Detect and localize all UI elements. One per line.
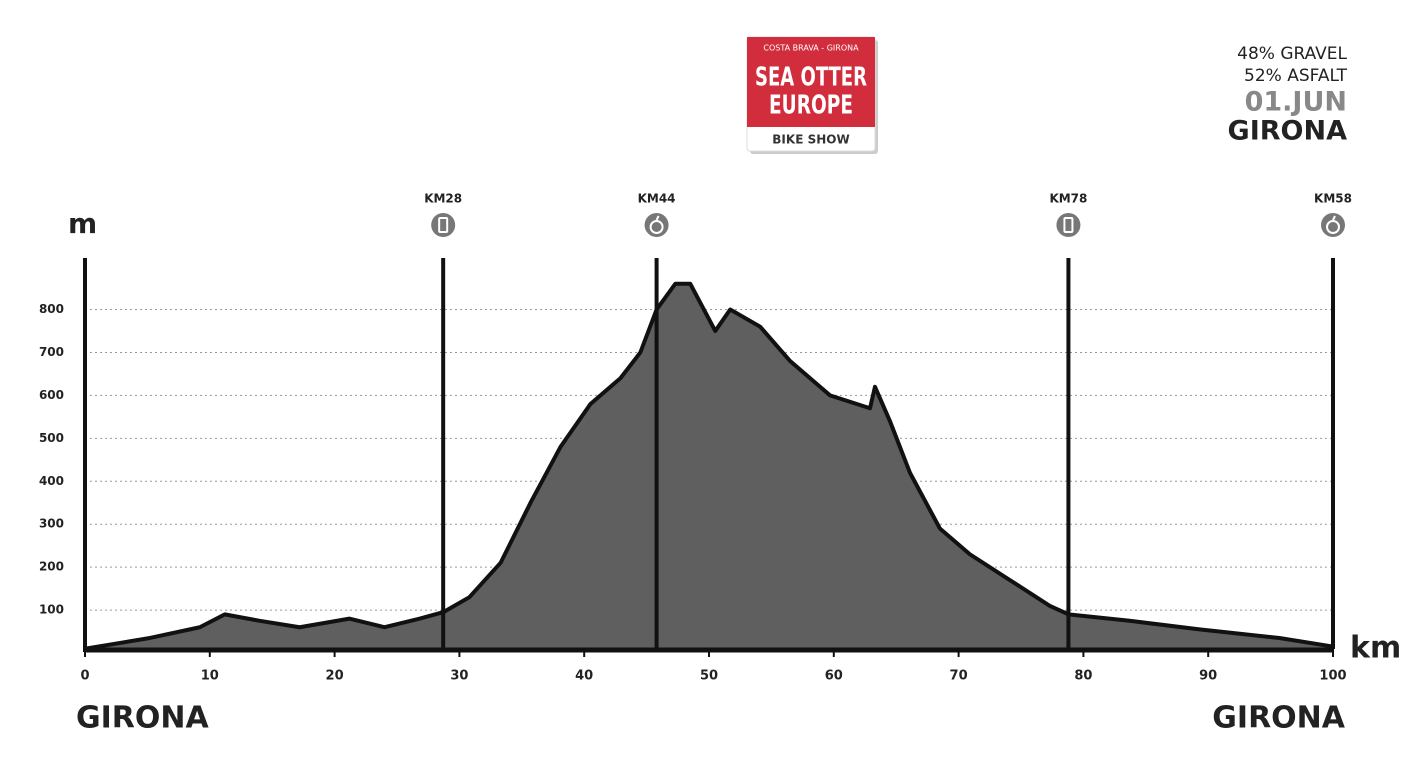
marker-icon <box>431 213 456 237</box>
icon-circle <box>644 213 669 237</box>
x-tick-label: 0 <box>80 669 89 684</box>
icon-food <box>1326 220 1340 234</box>
logo-red <box>747 37 875 127</box>
y-tick-label: 300 <box>39 517 64 531</box>
icon-drink <box>438 217 449 233</box>
icon-circle <box>1321 213 1345 237</box>
marker-label: KM78 <box>1049 192 1087 206</box>
marker-label: KM44 <box>638 192 676 206</box>
y-tick-label: 200 <box>39 560 64 574</box>
logo-bottom: BIKE SHOW <box>772 133 849 147</box>
y-tick-label: 500 <box>39 431 64 445</box>
marker-icon <box>1056 213 1081 237</box>
y-tick-label: 400 <box>39 474 64 488</box>
info-gravel: 48% GRAVEL <box>1237 44 1347 64</box>
marker-icon <box>644 213 669 237</box>
icon-stem <box>655 215 660 221</box>
x-tick-label: 90 <box>1199 669 1217 684</box>
x-tick-label: 30 <box>450 669 468 684</box>
logo-line1: SEA OTTER <box>755 63 867 93</box>
y-tick-label: 700 <box>39 345 64 359</box>
x-axis-label: km <box>1350 631 1401 666</box>
y-tick-label: 100 <box>39 603 64 617</box>
elevation-area <box>85 283 1333 649</box>
x-tick-label: 50 <box>700 669 718 684</box>
logo-line2: EUROPE <box>769 91 853 121</box>
x-tick-label: 20 <box>326 669 344 684</box>
icon-circle <box>1056 213 1081 237</box>
info-asfalt: 52% ASFALT <box>1244 66 1348 86</box>
elevation-line <box>84 281 1334 651</box>
logo: COSTA BRAVA - GIRONA SEA OTTER EUROPE BI… <box>746 36 878 154</box>
icon-circle <box>431 213 456 237</box>
y-tick-label: 800 <box>39 302 64 316</box>
x-tick-label: 70 <box>950 669 968 684</box>
x-tick-label: 40 <box>575 669 593 684</box>
start-label: GIRONA <box>76 701 209 736</box>
x-tick-label: 80 <box>1074 669 1092 684</box>
y-axis-label: m <box>68 207 97 240</box>
icon-food <box>649 220 664 234</box>
info-city: GIRONA <box>1228 116 1348 147</box>
marker-label: KM58 <box>1314 192 1352 206</box>
end-label: GIRONA <box>1212 701 1345 736</box>
icon-stem <box>1332 215 1336 221</box>
info-date: 01.JUN <box>1245 87 1347 118</box>
x-tick-label: 10 <box>201 669 219 684</box>
x-tick-label: 60 <box>825 669 843 684</box>
icon-drink <box>1063 217 1074 233</box>
marker-label: KM28 <box>424 192 462 206</box>
x-tick-label: 100 <box>1319 669 1346 684</box>
marker-icon <box>1321 213 1345 237</box>
y-tick-label: 600 <box>39 388 64 402</box>
logo-top: COSTA BRAVA - GIRONA <box>763 44 859 53</box>
